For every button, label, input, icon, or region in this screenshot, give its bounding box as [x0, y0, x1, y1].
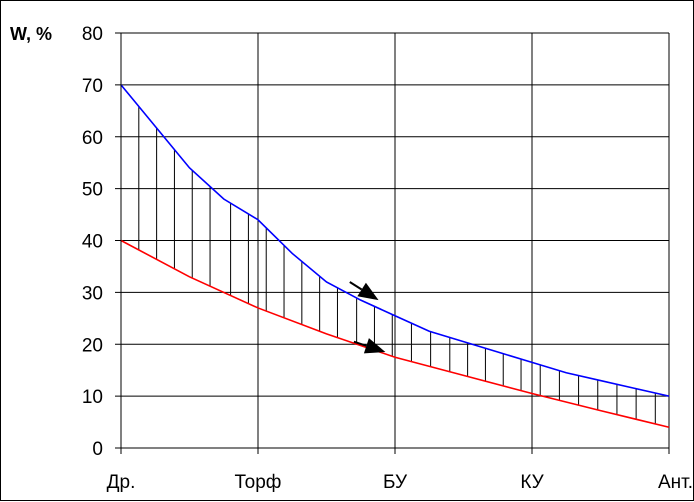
grid [121, 33, 669, 448]
y-tick-label: 30 [82, 283, 103, 304]
y-tick-label: 70 [82, 76, 103, 97]
arrow-shaft [350, 282, 362, 289]
tick-labels: 0 10 20 30 40 50 60 70 80 Др. Торф БУ КУ Ант. [82, 24, 693, 493]
x-tick-label: КУ [520, 472, 544, 493]
x-tick-label: БУ [383, 472, 408, 493]
axes [115, 33, 669, 454]
y-tick-label: 60 [82, 128, 103, 149]
x-tick-label: Ант. [658, 472, 693, 493]
arrow-head [357, 283, 378, 300]
y-tick-label: 80 [82, 24, 103, 45]
x-tick-label: Торф [235, 472, 282, 493]
y-tick-label: 20 [82, 335, 103, 356]
y-tick-label: 10 [82, 387, 103, 408]
y-axis-title: W, % [10, 24, 52, 44]
hatch-lines [121, 85, 655, 424]
x-tick-label: Др. [107, 472, 136, 493]
y-tick-label: 0 [92, 439, 103, 460]
y-tick-label: 50 [82, 180, 103, 201]
y-tick-label: 40 [82, 232, 103, 253]
